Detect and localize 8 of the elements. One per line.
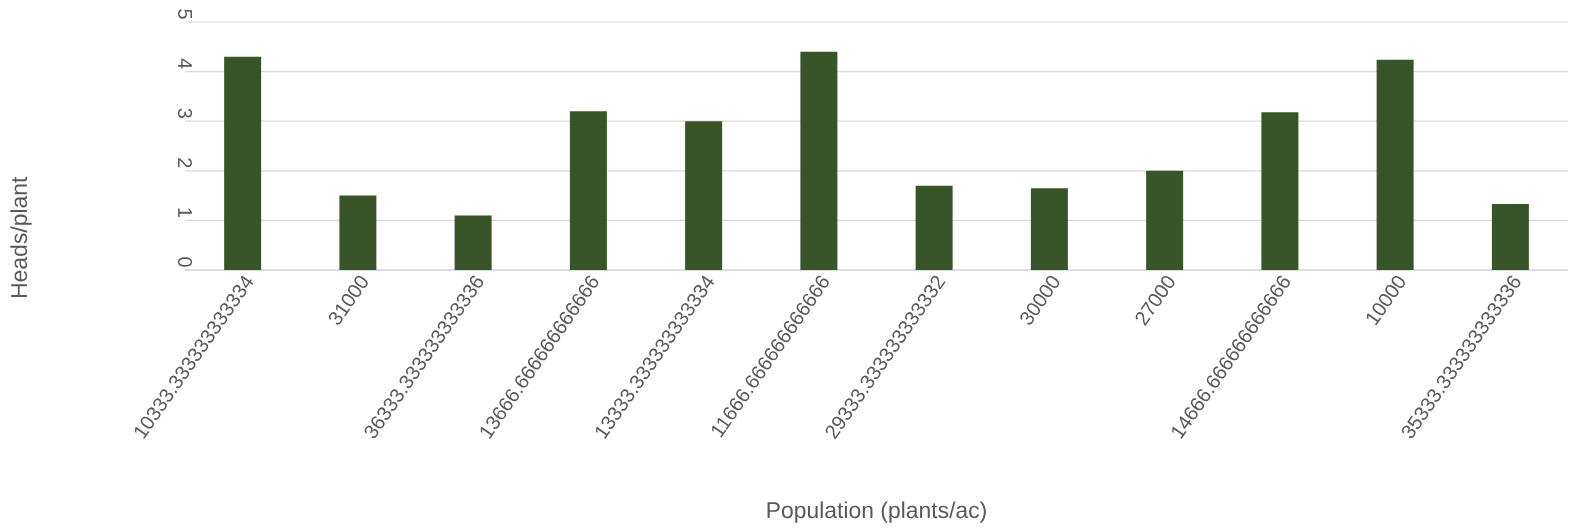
y-tick-label: 2 — [178, 158, 192, 168]
x-axis-title: Population (plants/ac) — [767, 501, 986, 523]
y-axis-title: Heads/plant — [10, 176, 32, 297]
y-tick-label: 5 — [178, 9, 192, 19]
y-tick-label: 1 — [178, 208, 192, 217]
y-tick-label: 4 — [178, 58, 192, 69]
y-tick-label: 0 — [177, 257, 193, 267]
y-tick-label: 3 — [177, 108, 193, 118]
